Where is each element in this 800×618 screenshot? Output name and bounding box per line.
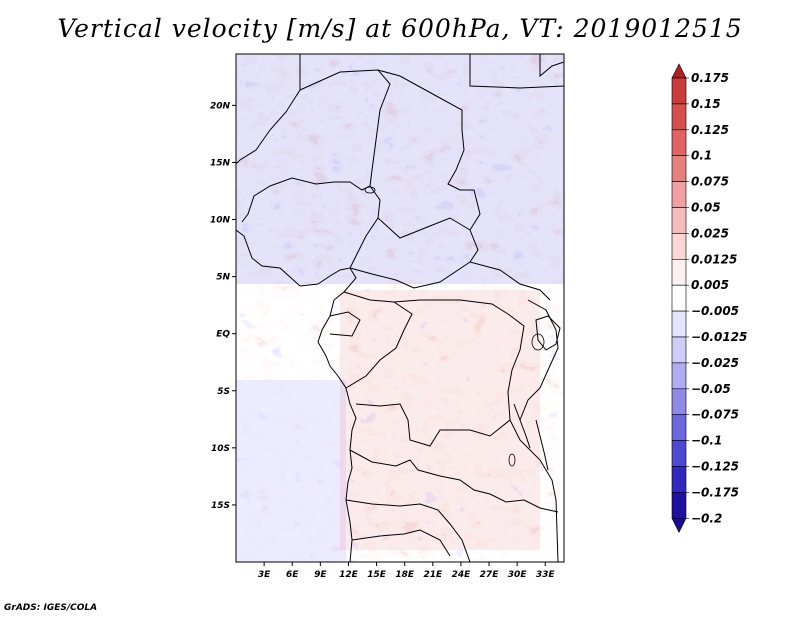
velocity-field [236, 54, 564, 562]
colorbar-swatch [671, 336, 687, 364]
colorbar-label: 0.025 [691, 226, 729, 240]
colorbar-swatch [671, 388, 687, 415]
lat-label: 10N [210, 216, 231, 226]
lat-label: 15S [211, 501, 230, 511]
longitude-axis: 3E 6E 9E 12E 15E 18E 21E 24E 27E 30E 33E [258, 562, 556, 580]
colorbar-swatch [671, 103, 687, 131]
map-frame [235, 53, 565, 563]
lon-label: 3E [258, 570, 271, 580]
colorbar-label: 0.005 [691, 278, 729, 292]
colorbar-swatch [671, 440, 687, 467]
colorbar-label: 0.175 [691, 71, 729, 85]
colorbar-label: 0.1 [691, 149, 712, 163]
colorbar-swatch [671, 129, 687, 157]
colorbar-swatch [671, 155, 687, 182]
colorbar-swatch [671, 233, 687, 260]
colorbar-swatch [671, 284, 687, 312]
colorbar-swatch [671, 492, 687, 519]
colorbar [671, 63, 687, 533]
chart-title: Vertical velocity [m/s] at 600hPa, VT: 2… [57, 14, 743, 43]
lat-label: 15N [210, 158, 231, 168]
colorbar-label: 0.05 [691, 201, 721, 215]
colorbar-swatch [671, 181, 687, 208]
colorbar-label: 0.15 [691, 97, 721, 111]
colorbar-swatch [671, 362, 687, 390]
lon-label: 12E [339, 570, 359, 580]
lon-label: 24E [452, 570, 472, 580]
colorbar-label: 0.0125 [691, 252, 737, 266]
credit-text: GrADS: IGES/COLA [4, 603, 98, 613]
colorbar-label: −0.2 [691, 511, 722, 525]
colorbar-arrow-top [671, 63, 687, 79]
lat-label: 5S [217, 387, 230, 397]
colorbar-label: −0.1 [691, 434, 722, 448]
colorbar-label: −0.0125 [691, 330, 747, 344]
lat-label: 5N [216, 273, 230, 283]
lat-label: EQ [216, 330, 230, 340]
colorbar-label: 0.075 [691, 175, 729, 189]
latitude-axis: 20N 15N 10N 5N EQ 5S 10S 15S [210, 101, 236, 511]
colorbar-label: −0.075 [691, 408, 739, 422]
lon-label: 15E [367, 570, 387, 580]
lat-label: 20N [210, 101, 231, 111]
lon-label: 27E [480, 570, 500, 580]
colorbar-label: −0.05 [691, 382, 731, 396]
colorbar-swatch [671, 258, 687, 286]
colorbar-swatch [671, 77, 687, 105]
lon-label: 18E [395, 570, 415, 580]
colorbar-label: −0.025 [691, 356, 739, 370]
lon-label: 9E [314, 570, 327, 580]
colorbar-labels: 0.175 0.15 0.125 0.1 0.075 0.05 0.025 0.0125 0.0… [686, 71, 747, 525]
colorbar-label: −0.005 [691, 304, 739, 318]
colorbar-arrow-bottom [671, 518, 687, 533]
colorbar-swatch [671, 466, 687, 493]
colorbar-label: −0.175 [691, 485, 739, 499]
colorbar-swatch [671, 310, 687, 338]
colorbar-label: 0.125 [691, 123, 729, 137]
colorbar-label: −0.125 [691, 460, 739, 474]
lon-label: 6E [286, 570, 299, 580]
country-borders [236, 54, 564, 562]
colorbar-swatch [671, 414, 687, 441]
lon-label: 33E [536, 570, 556, 580]
colorbar-swatch [671, 207, 687, 234]
lat-label: 10S [211, 444, 230, 454]
lon-label: 21E [423, 570, 443, 580]
lon-label: 30E [508, 570, 528, 580]
